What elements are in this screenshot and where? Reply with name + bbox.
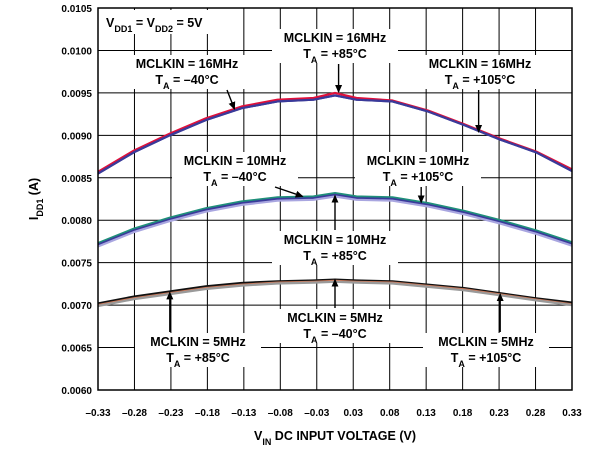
annotation-label: TA = +85°C — [166, 351, 230, 369]
plot-frame — [97, 7, 573, 391]
x-tick-label: –0.13 — [231, 408, 256, 419]
series-line — [97, 192, 573, 245]
annotation-label: MCLKIN = 10MHz — [367, 154, 469, 168]
annotation-label: MCLKIN = 16MHz — [136, 57, 238, 71]
annotation-label: MCLKIN = 10MHz — [184, 154, 286, 168]
annotation-label: TA = +105°C — [445, 73, 516, 91]
x-tick-label: 0.18 — [453, 408, 473, 419]
annotation-label: MCLKIN = 10MHz — [284, 233, 386, 247]
x-tick-label: 0.33 — [562, 408, 582, 419]
y-tick-label: 0.0100 — [61, 46, 92, 57]
series-line — [97, 94, 573, 175]
series-line — [97, 91, 573, 173]
annotation-arrow — [274, 186, 304, 198]
annotation-background — [124, 55, 250, 89]
annotation-background — [355, 152, 481, 186]
x-tick-label: 0.23 — [489, 408, 509, 419]
y-tick-label: 0.0065 — [61, 344, 92, 355]
annotation-arrow — [226, 89, 236, 110]
annotation-background — [172, 152, 298, 186]
supply-voltage-label: VDD1 = VDD2 = 5V — [106, 16, 203, 34]
tick-labels: –0.33 –0.28 –0.23 –0.18 –0.13 –0.08 –0.03 0.03 0… — [61, 4, 582, 419]
annotation-label: MCLKIN = 16MHz — [284, 31, 386, 45]
x-tick-label: –0.33 — [85, 408, 110, 419]
annotation-background — [272, 309, 398, 343]
annotation-background — [417, 55, 543, 89]
annotation-label: MCLKIN = 16MHz — [429, 57, 531, 71]
axis-titles: VIN DC INPUT VOLTAGE (V) IDD1 (A) — [27, 178, 416, 447]
annotation-background — [272, 231, 398, 265]
x-tick-label: 0.13 — [416, 408, 436, 419]
y-tick-label: 0.0085 — [61, 174, 92, 185]
annotation-label: MCLKIN = 5MHz — [287, 311, 383, 325]
x-tick-label: 0.08 — [380, 408, 400, 419]
annotation-label: TA = +85°C — [303, 249, 367, 267]
annotation-label: TA = –40°C — [303, 327, 366, 345]
x-tick-label: 0.28 — [526, 408, 546, 419]
supply-label-background — [100, 10, 234, 34]
x-tick-label: –0.18 — [195, 408, 220, 419]
y-axis-title: IDD1 (A) — [27, 178, 45, 220]
y-tick-label: 0.0070 — [61, 301, 92, 312]
y-tick-label: 0.0095 — [61, 89, 92, 100]
x-tick-label: –0.28 — [122, 408, 147, 419]
y-tick-label: 0.0060 — [61, 386, 92, 397]
annotation-background — [135, 333, 261, 367]
annotation-background — [423, 333, 549, 367]
annotation-label: TA = +105°C — [383, 170, 454, 188]
annotation-layer: MCLKIN = 16MHz TA = –40°C MCLKIN = 16MHz TA… — [100, 10, 549, 369]
x-tick-label: –0.08 — [268, 408, 293, 419]
annotation-label: MCLKIN = 5MHz — [438, 335, 534, 349]
annotation-label: TA = –40°C — [203, 170, 266, 188]
annotation-label: TA = –40°C — [155, 73, 218, 91]
x-tick-label: –0.23 — [158, 408, 183, 419]
annotation-label: TA = +85°C — [303, 47, 367, 65]
y-tick-label: 0.0105 — [61, 4, 92, 15]
annotation-label: TA = +105°C — [451, 351, 522, 369]
y-tick-label: 0.0080 — [61, 216, 92, 227]
annotation-label: MCLKIN = 5MHz — [150, 335, 246, 349]
x-tick-label: 0.03 — [343, 408, 363, 419]
annotation-background — [272, 29, 398, 63]
y-tick-label: 0.0090 — [61, 131, 92, 142]
y-tick-label: 0.0075 — [61, 259, 92, 270]
x-axis-title: VIN DC INPUT VOLTAGE (V) — [254, 429, 416, 447]
x-tick-label: –0.03 — [304, 408, 329, 419]
